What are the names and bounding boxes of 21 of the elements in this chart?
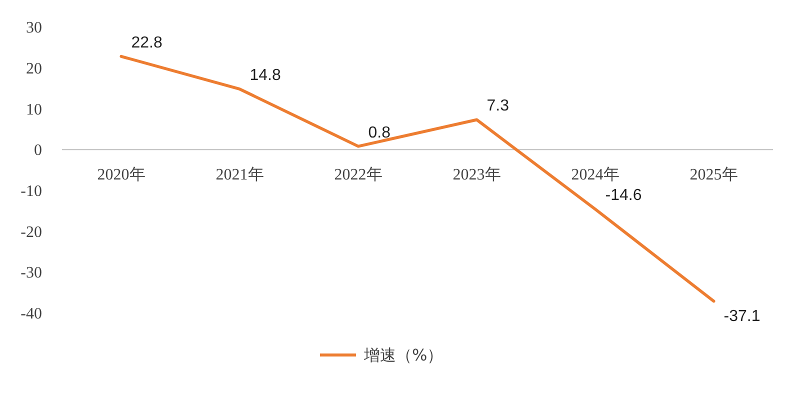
x-tick-label: 2022年 [334,166,382,184]
y-tick-label: 10 [26,101,42,118]
y-tick-label: -30 [20,264,42,282]
y-tick-label: 0 [34,142,42,160]
x-tick-label: 2025年 [690,166,738,184]
x-tick-label: 2024年 [571,166,620,184]
data-label: 14.8 [250,67,281,84]
data-label: -37.1 [724,308,760,326]
data-label: 7.3 [486,98,510,115]
y-tick-label: -10 [20,183,42,200]
data-label: -14.6 [605,187,642,204]
y-tick-label: -20 [20,224,42,241]
x-tick-label: 2020年 [97,166,146,184]
x-tick-label: 2021年 [216,166,264,184]
y-tick-label: 30 [26,20,42,37]
legend-label: 增速（%） [363,346,444,365]
y-tick-label: -40 [20,306,42,323]
x-tick-label: 2023年 [452,166,501,184]
data-label: 0.8 [368,124,391,142]
data-label: 22.8 [131,34,162,52]
y-tick-label: 20 [26,60,42,78]
